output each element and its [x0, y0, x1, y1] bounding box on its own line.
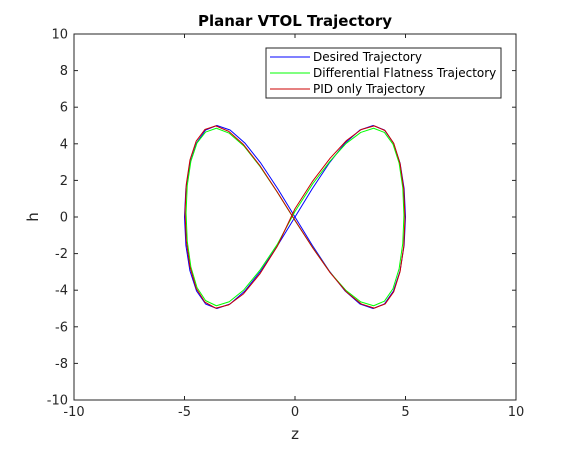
y-tick-label: -4	[55, 284, 68, 299]
y-tick-label: -8	[55, 357, 68, 372]
x-tick-label: 5	[401, 405, 409, 420]
chart-title: Planar VTOL Trajectory	[198, 12, 392, 30]
y-tick-label: -6	[55, 320, 68, 335]
y-tick-label: 4	[60, 137, 68, 152]
y-tick-label: 6	[60, 101, 68, 116]
x-tick-label: -10	[63, 405, 84, 420]
legend: Desired Trajectory Differential Flatness …	[265, 47, 502, 99]
series-layer	[184, 125, 406, 309]
x-tick-label: -5	[178, 405, 191, 420]
y-tick-label: 10	[51, 28, 68, 43]
y-axis-label: h	[24, 212, 42, 222]
y-tick-label: 8	[60, 64, 68, 79]
legend-label-1: Desired Trajectory	[313, 50, 422, 64]
x-tick-label: 0	[291, 405, 299, 420]
series-line-3	[184, 125, 406, 309]
x-axis-label: z	[291, 425, 299, 443]
y-tick-label: -10	[47, 394, 68, 409]
legend-label-3: PID only Trajectory	[313, 82, 425, 96]
y-tick-label: 0	[60, 211, 68, 226]
y-tick-label: -2	[55, 247, 68, 262]
y-tick-label: 2	[60, 174, 68, 189]
axes-layer: -10 -5 0 5 10 -10 -8 -6 -4 -2 0 2 4 6 8 10	[47, 28, 525, 421]
x-tick-label: 10	[508, 405, 525, 420]
legend-label-2: Differential Flatness Trajectory	[313, 66, 496, 80]
